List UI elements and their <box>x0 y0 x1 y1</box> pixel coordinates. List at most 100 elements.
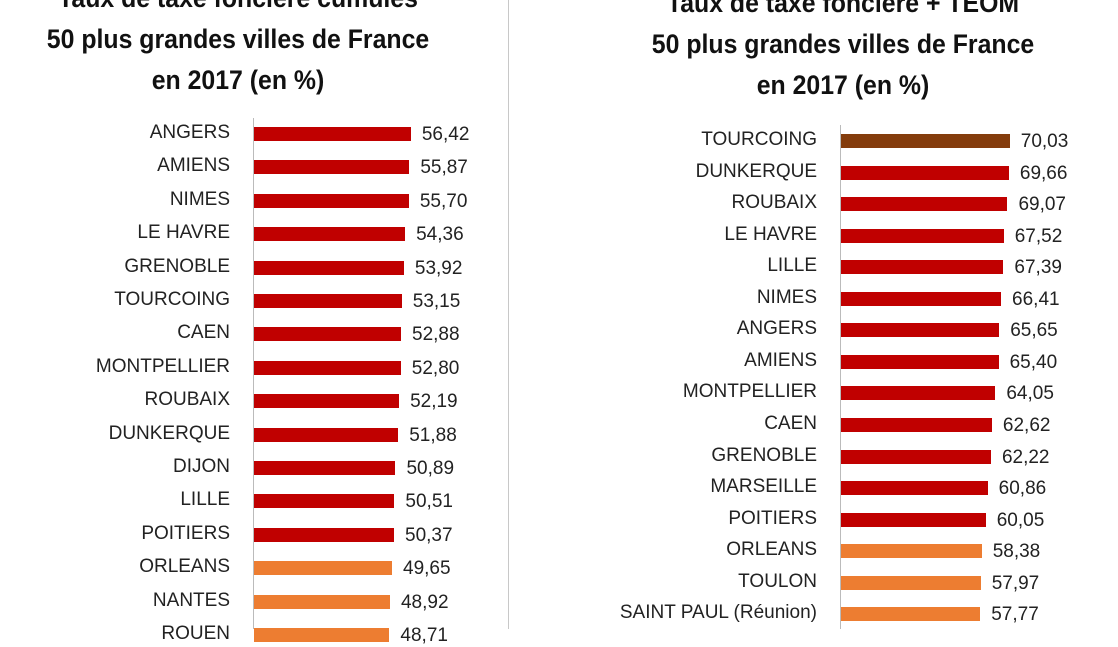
bar <box>254 628 390 642</box>
bar <box>254 294 402 308</box>
value-label: 70,03 <box>1020 131 1069 152</box>
category-label: TOURCOING <box>114 289 230 310</box>
bar <box>841 197 1008 212</box>
value-label: 54,36 <box>416 224 464 246</box>
value-label: 58,38 <box>992 541 1041 563</box>
bar <box>254 360 401 375</box>
bar <box>254 327 401 342</box>
bar <box>841 165 1009 180</box>
bar <box>841 291 1002 306</box>
value-label: 51,88 <box>409 424 457 446</box>
category-label: DIJON <box>173 456 230 477</box>
right-bar-chart: TOURCOING 70,03 DUNKERQUE 69,66 ROUBAIX 69,07… <box>619 125 1069 629</box>
bar <box>254 494 395 509</box>
category-label: ANGERS <box>149 122 230 143</box>
category-label: DUNKERQUE <box>695 160 817 182</box>
value-label: 52,19 <box>410 391 458 413</box>
category-label: ANGERS <box>736 318 817 340</box>
category-label: LILLE <box>180 489 230 511</box>
bar <box>254 561 393 576</box>
bar <box>841 323 1000 338</box>
category-label: ORLEANS <box>139 556 230 578</box>
left-chart-title: Taux de taxe foncière cumulés 50 plus gr… <box>19 0 457 101</box>
value-label: 60,86 <box>998 478 1047 500</box>
category-label: LE HAVRE <box>137 222 230 244</box>
value-label: 62,22 <box>1001 446 1050 468</box>
category-label: MONTPELLIER <box>682 381 817 403</box>
category-label: ROUBAIX <box>144 389 230 411</box>
bar <box>254 527 395 542</box>
bar <box>254 193 409 208</box>
value-label: 60,05 <box>996 509 1045 531</box>
category-label: MARSEILLE <box>710 476 817 498</box>
bar <box>254 394 400 409</box>
bar <box>254 227 406 242</box>
value-label: 53,15 <box>412 291 461 312</box>
bar <box>841 544 982 559</box>
bar <box>841 575 981 590</box>
category-label: GRENOBLE <box>711 444 817 466</box>
value-label: 50,89 <box>406 458 455 479</box>
bar <box>841 449 991 464</box>
bar <box>841 260 1004 275</box>
bar <box>254 461 396 475</box>
title-line: Taux de taxe foncière + TEOM <box>666 0 1020 18</box>
title-line: Taux de taxe foncière cumulés <box>19 0 457 19</box>
value-label: 55,70 <box>419 190 468 212</box>
value-label: 57,97 <box>991 572 1040 594</box>
category-label: TOURCOING <box>701 129 817 150</box>
value-label: 69,66 <box>1019 162 1068 184</box>
value-label: 49,65 <box>403 558 451 580</box>
bar <box>841 512 986 527</box>
category-label: LE HAVRE <box>724 223 817 245</box>
category-label: ORLEANS <box>726 539 817 561</box>
bar <box>254 427 399 442</box>
bar <box>254 127 411 141</box>
value-label: 52,80 <box>411 357 460 379</box>
category-label: NANTES <box>152 589 230 611</box>
bar <box>841 354 999 369</box>
title-line: 50 plus grandes villes de France <box>651 29 1035 59</box>
panel-divider <box>508 0 509 629</box>
category-label: AMIENS <box>744 349 817 371</box>
value-label: 50,37 <box>405 524 453 546</box>
bar <box>841 228 1004 243</box>
category-label: MONTPELLIER <box>95 355 230 377</box>
value-label: 50,51 <box>405 491 453 513</box>
category-label: GRENOBLE <box>124 255 230 277</box>
value-label: 52,88 <box>412 324 460 346</box>
value-label: 67,39 <box>1014 257 1062 279</box>
value-label: 65,65 <box>1010 320 1058 342</box>
value-label: 65,40 <box>1009 351 1058 373</box>
category-label: POITIERS <box>728 507 817 529</box>
value-label: 67,52 <box>1014 225 1063 247</box>
title-line: en 2017 (en %) <box>756 70 930 100</box>
category-label: DUNKERQUE <box>108 422 230 444</box>
bar <box>254 594 390 609</box>
category-label: TOULON <box>738 570 817 592</box>
bar <box>841 417 992 432</box>
value-label: 66,41 <box>1012 288 1060 310</box>
bar <box>841 481 988 496</box>
category-label: NIMES <box>756 286 817 308</box>
value-label: 56,42 <box>421 124 470 145</box>
value-label: 64,05 <box>1006 383 1054 405</box>
category-label: NIMES <box>169 188 230 210</box>
category-label: LILLE <box>767 255 817 277</box>
value-label: 57,77 <box>991 604 1039 626</box>
value-label: 62,62 <box>1002 414 1051 436</box>
bar <box>254 160 410 175</box>
category-label: SAINT PAUL (Réunion) <box>619 602 817 624</box>
y-axis-line <box>840 125 841 629</box>
value-label: 48,92 <box>400 591 449 613</box>
title-line: 50 plus grandes villes de France <box>46 24 430 54</box>
bar <box>841 607 981 622</box>
category-label: ROUBAIX <box>731 192 817 214</box>
bar <box>254 260 404 275</box>
right-chart-title: Taux de taxe foncière + TEOM 50 plus gra… <box>619 0 1066 106</box>
bar <box>841 386 996 401</box>
title-line: en 2017 (en %) <box>151 65 325 95</box>
y-axis-line <box>253 118 254 629</box>
value-label: 69,07 <box>1018 194 1066 216</box>
bar <box>841 134 1010 148</box>
